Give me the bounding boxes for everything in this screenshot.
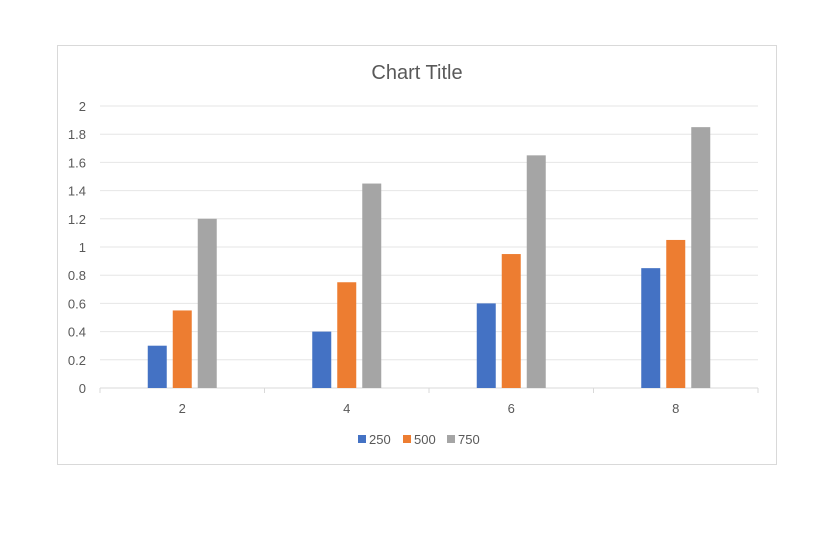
y-axis-ticks: 0 0.2 0.4 0.6 0.8 1 1.2 1.4 1.6 1.8 2 [68, 99, 86, 396]
bar-250-6 [476, 303, 496, 388]
x-tick-label: 4 [343, 401, 350, 416]
legend-label: 500 [414, 432, 436, 447]
y-tick-label: 1.6 [68, 155, 86, 170]
y-tick-label: 2 [79, 99, 86, 114]
x-axis-ticks: 2 4 6 8 [99, 388, 759, 416]
bar-750-8 [691, 127, 711, 389]
bar-250-8 [641, 268, 661, 388]
bar-750-2 [197, 218, 217, 388]
y-tick-label: 0 [79, 381, 86, 396]
bar-500-2 [172, 310, 192, 388]
bar-500-6 [501, 254, 521, 388]
y-tick-label: 0.6 [68, 296, 86, 311]
legend-swatch [403, 435, 411, 443]
y-tick-label: 1 [79, 240, 86, 255]
bar-250-2 [147, 345, 167, 388]
legend: 250 500 750 [358, 432, 480, 447]
y-tick-label: 1.2 [68, 212, 86, 227]
x-tick-label: 8 [672, 401, 679, 416]
chart-area [57, 45, 777, 465]
y-tick-label: 0.2 [68, 353, 86, 368]
legend-label: 750 [458, 432, 480, 447]
y-tick-label: 0.8 [68, 268, 86, 283]
legend-label: 250 [369, 432, 391, 447]
bars [147, 127, 711, 389]
bar-250-4 [312, 331, 332, 388]
bar-500-4 [337, 282, 357, 388]
bar-750-4 [362, 183, 382, 388]
y-tick-label: 1.8 [68, 127, 86, 142]
bar-750-6 [526, 155, 546, 388]
chart-title: Chart Title [371, 62, 462, 84]
legend-swatch [358, 435, 366, 443]
bar-500-8 [666, 239, 686, 388]
x-tick-label: 2 [179, 401, 186, 416]
legend-swatch [447, 435, 455, 443]
y-tick-label: 0.4 [68, 325, 86, 340]
y-tick-label: 1.4 [68, 184, 86, 199]
x-tick-label: 6 [508, 401, 515, 416]
